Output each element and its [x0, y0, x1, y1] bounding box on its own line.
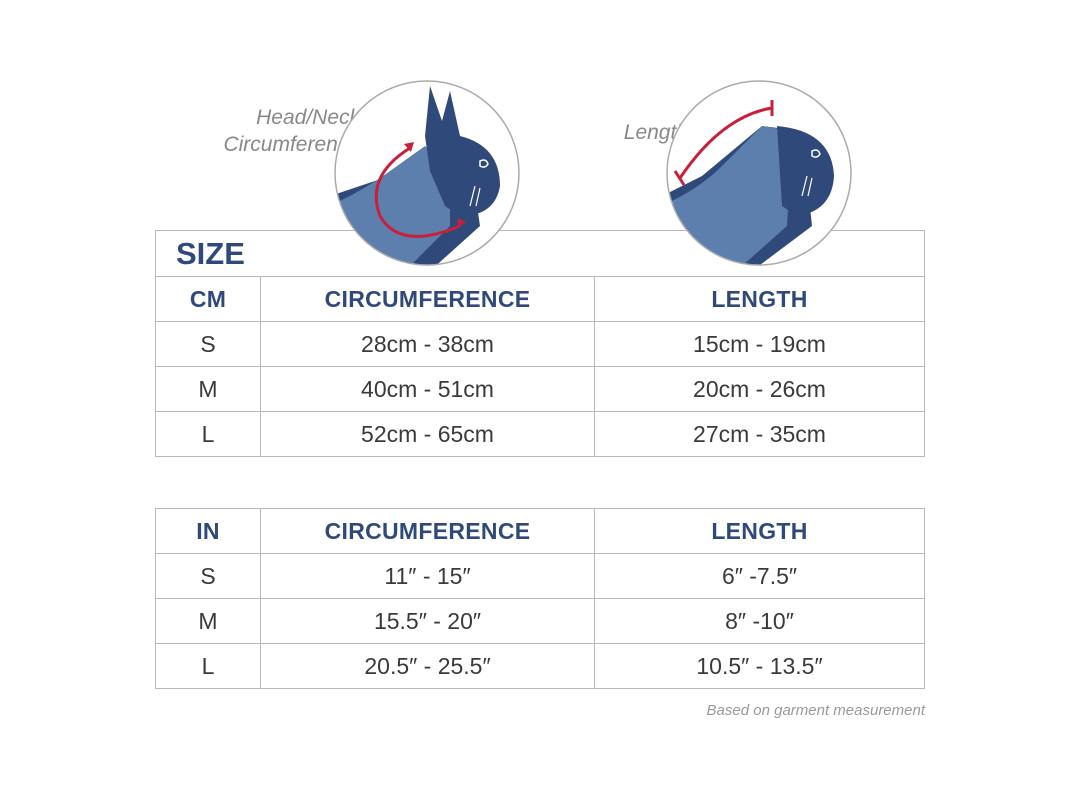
table-row: M 15.5″ - 20″ 8″ -10″ — [155, 598, 925, 644]
table-row: L 20.5″ - 25.5″ 10.5″ - 13.5″ — [155, 643, 925, 689]
length-cell: 20cm - 26cm — [594, 366, 925, 412]
circumference-arrow — [374, 146, 461, 238]
header-circumference: CIRCUMFERENCE — [260, 276, 595, 322]
length-cell: 6″ -7.5″ — [594, 553, 925, 599]
size-cell: M — [155, 366, 261, 412]
footnote: Based on garment measurement — [706, 702, 925, 719]
dog-length-illustration — [666, 80, 852, 266]
size-cell: S — [155, 553, 261, 599]
label-line: Circumference — [223, 133, 360, 156]
header-unit: IN — [155, 508, 261, 554]
circumference-cell: 28cm - 38cm — [260, 321, 595, 367]
length-cell: 27cm - 35cm — [594, 411, 925, 457]
length-cell: 10.5″ - 13.5″ — [594, 643, 925, 689]
size-cell: L — [155, 411, 261, 457]
header-row: IN CIRCUMFERENCE LENGTH — [155, 508, 925, 554]
cm-size-table: SIZE CM CIRCUMFERENCE LENGTH S 28cm - 38c… — [155, 230, 925, 457]
length-label: Length — [623, 121, 688, 144]
inch-size-table: IN CIRCUMFERENCE LENGTH S 11″ - 15″ 6″ -7.… — [155, 508, 925, 689]
circumference-cell: 52cm - 65cm — [260, 411, 595, 457]
table-row: S 11″ - 15″ 6″ -7.5″ — [155, 553, 925, 599]
circumference-cell: 15.5″ - 20″ — [260, 598, 595, 644]
circumference-cell: 11″ - 15″ — [260, 553, 595, 599]
size-cell: S — [155, 321, 261, 367]
header-circumference: CIRCUMFERENCE — [260, 508, 595, 554]
table-row: M 40cm - 51cm 20cm - 26cm — [155, 366, 925, 412]
label-line: Head/Neck — [256, 106, 360, 129]
header-unit: CM — [155, 276, 261, 322]
table-row: L 52cm - 65cm 27cm - 35cm — [155, 411, 925, 457]
table-row: S 28cm - 38cm 15cm - 19cm — [155, 321, 925, 367]
header-length: LENGTH — [594, 276, 925, 322]
length-cell: 8″ -10″ — [594, 598, 925, 644]
header-row: CM CIRCUMFERENCE LENGTH — [155, 276, 925, 322]
circumference-cell: 20.5″ - 25.5″ — [260, 643, 595, 689]
dog-circumference-illustration — [334, 80, 520, 266]
size-cell: L — [155, 643, 261, 689]
circumference-cell: 40cm - 51cm — [260, 366, 595, 412]
circumference-label: Head/Neck Circumference — [200, 104, 360, 158]
length-cell: 15cm - 19cm — [594, 321, 925, 367]
header-length: LENGTH — [594, 508, 925, 554]
length-arrow — [678, 106, 773, 179]
size-cell: M — [155, 598, 261, 644]
